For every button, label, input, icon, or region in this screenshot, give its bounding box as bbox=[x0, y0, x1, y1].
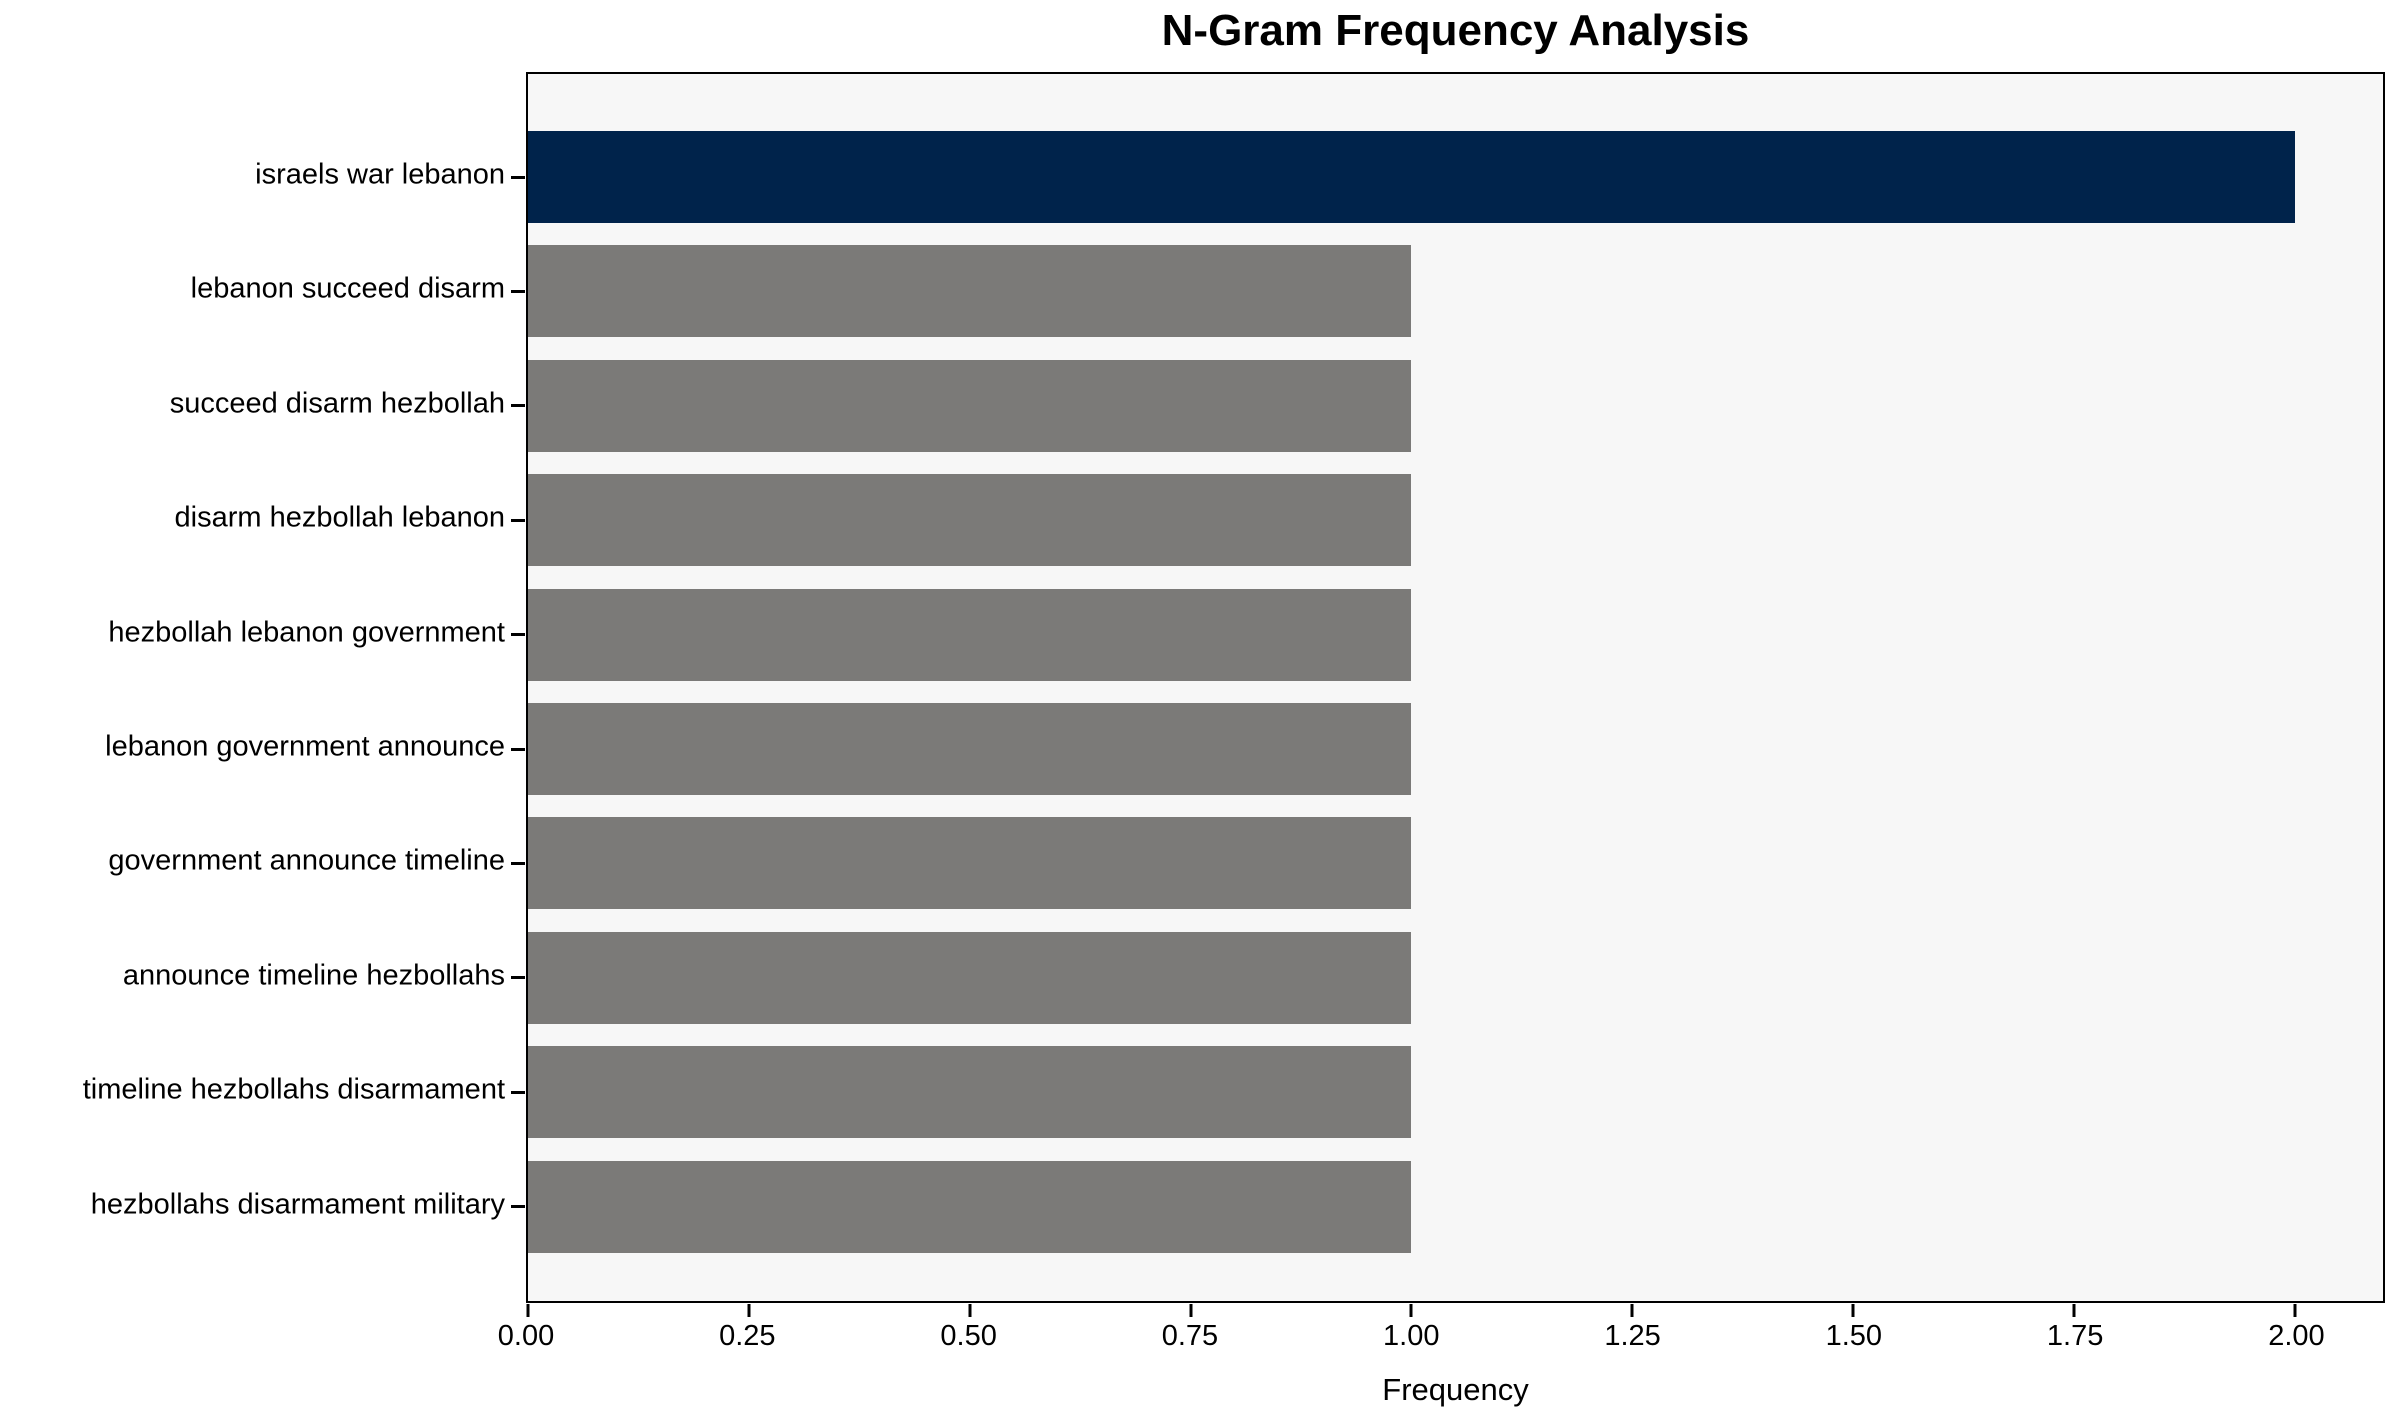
y-tick-mark bbox=[511, 861, 525, 865]
x-tick-mark bbox=[2072, 1304, 2076, 1317]
bar bbox=[528, 245, 1412, 338]
x-tick-label: 0.75 bbox=[1161, 1320, 1219, 1352]
y-tick-mark bbox=[511, 1090, 525, 1094]
bar bbox=[528, 703, 1412, 795]
x-tick-mark bbox=[526, 1304, 530, 1317]
x-tick-mark bbox=[1851, 1304, 1855, 1317]
x-tick-mark bbox=[747, 1304, 751, 1317]
bar bbox=[528, 131, 2295, 223]
x-tick-label: 2.00 bbox=[2268, 1320, 2325, 1352]
y-tick-mark bbox=[511, 976, 525, 980]
x-tick-mark bbox=[1630, 1304, 1634, 1317]
y-tick-mark bbox=[511, 518, 525, 522]
y-tick-label: hezbollahs disarmament military bbox=[90, 1188, 505, 1221]
x-tick-label: 1.25 bbox=[1604, 1320, 1661, 1352]
x-tick-mark bbox=[968, 1304, 972, 1317]
bar bbox=[528, 817, 1412, 910]
x-tick-mark bbox=[1189, 1304, 1192, 1317]
y-tick-mark bbox=[511, 633, 525, 637]
y-axis-labels: israels war lebanon lebanon succeed disar… bbox=[0, 72, 505, 1303]
plot-area bbox=[511, 72, 2385, 1317]
x-tick-label: 0.00 bbox=[497, 1320, 555, 1352]
y-tick-label: hezbollah lebanon government bbox=[108, 616, 505, 649]
x-tick-label: 1.75 bbox=[2046, 1320, 2104, 1352]
y-tick-label: timeline hezbollahs disarmament bbox=[82, 1073, 505, 1106]
x-tick-label: 1.50 bbox=[1825, 1320, 1883, 1352]
bar bbox=[528, 1160, 1412, 1253]
chart-title: N-Gram Frequency Analysis bbox=[1161, 6, 1750, 55]
bar bbox=[528, 474, 1412, 567]
x-tick-mark bbox=[2293, 1304, 2297, 1317]
x-tick-label: 0.50 bbox=[940, 1320, 997, 1352]
y-tick-label: announce timeline hezbollahs bbox=[122, 959, 505, 992]
y-tick-mark bbox=[511, 175, 525, 179]
y-tick-mark bbox=[511, 289, 525, 293]
x-axis-ticks: 0.00 0.25 0.50 0.75 1.00 1.25 1.50 1.75 2.00 bbox=[498, 1320, 2385, 1360]
y-tick-mark bbox=[511, 404, 525, 408]
x-axis-label: Frequency bbox=[1382, 1372, 1529, 1407]
bar bbox=[528, 588, 1412, 681]
bar bbox=[528, 359, 1412, 452]
y-tick-label: lebanon government announce bbox=[105, 730, 505, 763]
bar bbox=[528, 1046, 1412, 1139]
y-tick-mark bbox=[511, 1205, 525, 1209]
y-tick-label: government announce timeline bbox=[108, 844, 505, 877]
y-tick-label: disarm hezbollah lebanon bbox=[174, 501, 506, 534]
y-tick-mark bbox=[511, 747, 525, 751]
y-tick-label: succeed disarm hezbollah bbox=[169, 387, 505, 420]
y-tick-label: israels war lebanon bbox=[255, 158, 505, 191]
y-tick-label: lebanon succeed disarm bbox=[190, 272, 505, 305]
x-tick-label: 1.00 bbox=[1383, 1320, 1440, 1352]
bar bbox=[528, 931, 1412, 1024]
x-tick-mark bbox=[1409, 1304, 1413, 1317]
x-tick-label: 0.25 bbox=[719, 1320, 776, 1352]
